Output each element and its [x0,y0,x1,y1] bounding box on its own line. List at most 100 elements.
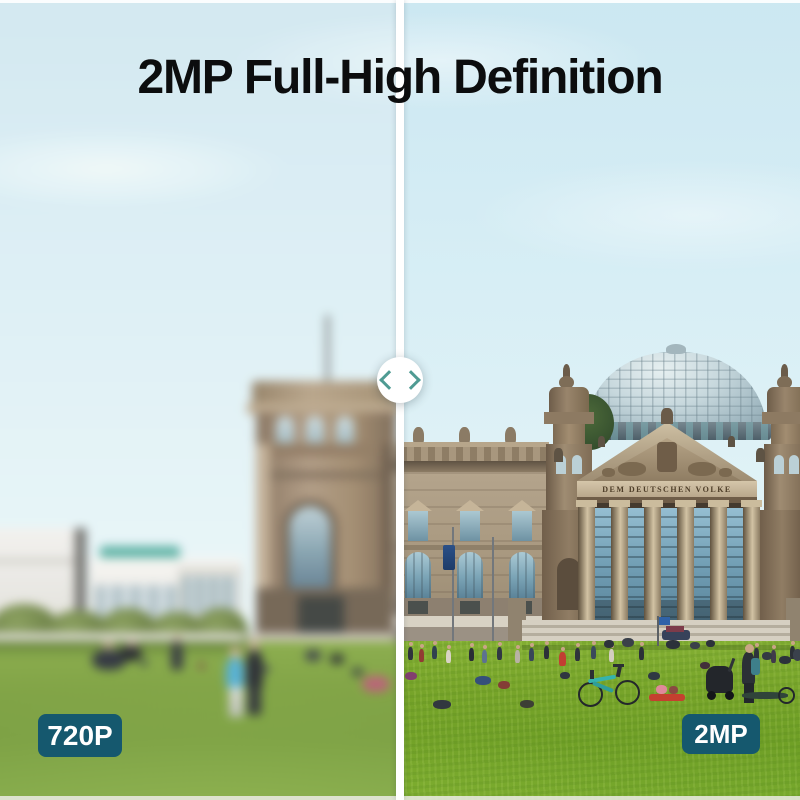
person-head [529,643,534,647]
tower-top-cap [549,387,589,414]
tower-arch-window [289,506,331,590]
person-head [482,645,487,649]
person [790,646,795,659]
roof-statue [554,448,563,462]
rooftop-sign [100,546,180,560]
tower-finial [563,364,570,378]
person [432,646,437,659]
crowd-blob [604,640,614,648]
sitting-person [405,672,417,680]
tower-window [336,416,354,443]
person [482,650,487,663]
roof-urn [505,427,516,445]
tower-shaft-window [789,455,799,474]
roof-statue [756,448,765,462]
string-course [400,545,549,550]
sitting-person [330,654,344,664]
person [529,648,534,661]
backpack [751,658,760,675]
dome-finial [666,344,686,354]
balustrade [400,443,549,463]
person-legs [229,687,243,717]
sitting-person [669,686,678,694]
wing-window [460,511,480,541]
sitting-person [262,666,270,672]
lying-bike [742,692,788,699]
person-head [771,645,776,649]
person-head [446,645,451,649]
sitting-person [475,676,491,685]
person [639,647,644,660]
base-window [408,601,428,614]
tower-shaft [764,444,800,510]
person-head [639,642,644,646]
building-left-edge [75,528,86,642]
wing-arch-window [457,552,483,598]
person-head [497,642,502,646]
tower-top-cap [767,387,800,414]
building-right-glass [182,576,238,614]
sitting-person [648,672,660,680]
frieze-inscription: DEM DEUTSCHEN VOLKE [602,485,732,494]
badge-2mp: 2MP [682,714,760,754]
bike-seatpost [590,670,594,679]
portico-glass [661,508,677,638]
flagpole [326,315,329,389]
relief-figure [688,462,716,476]
person-head [104,641,113,650]
portico-glass [727,508,743,638]
person [559,652,566,666]
comparison-slider-handle[interactable] [377,357,423,403]
bike-wheel [615,680,640,705]
base-window [460,601,480,614]
flag-pole [452,527,454,645]
sitting-person [656,685,667,694]
bike-wheel [778,687,795,704]
person-head [174,635,181,642]
column [677,502,694,638]
sitting-person [198,663,205,669]
person-legs [248,687,261,715]
column [743,502,760,638]
sitting-group [120,646,142,661]
person [771,650,776,663]
column-capital [708,500,729,507]
person-head [790,641,795,645]
person-head [408,642,413,646]
building-left-line [0,559,75,563]
tower-cap [252,381,398,406]
badge-720p: 720P [38,714,122,757]
red-blanket [649,694,685,701]
tower-shaft-window [774,455,784,474]
stand [662,630,690,640]
tower-shaft-window [556,455,566,474]
roof-urn [459,427,470,445]
sitting-person [352,668,363,676]
tower-neck [771,424,800,444]
relief-figure [719,468,732,477]
sitting-person [498,681,510,689]
column-capital [675,500,696,507]
tower-cornice [247,403,400,414]
stand-roof [666,626,684,632]
relief-figure [618,462,646,476]
column [611,502,628,638]
person-head [128,640,136,648]
crowd-blob [622,638,634,647]
sitting-person [433,700,451,709]
person [469,648,474,661]
apex-ornament [661,408,673,424]
tower-flare [762,412,800,424]
column [710,502,727,638]
column-capital [642,500,663,507]
person [515,650,520,663]
portico-glass [694,508,710,638]
window-pediment [508,500,536,511]
person [591,646,596,659]
column [644,502,661,638]
sitting-person [140,660,148,666]
architrave [577,497,757,503]
wing-cornice [400,461,549,472]
tower-band [256,444,396,456]
